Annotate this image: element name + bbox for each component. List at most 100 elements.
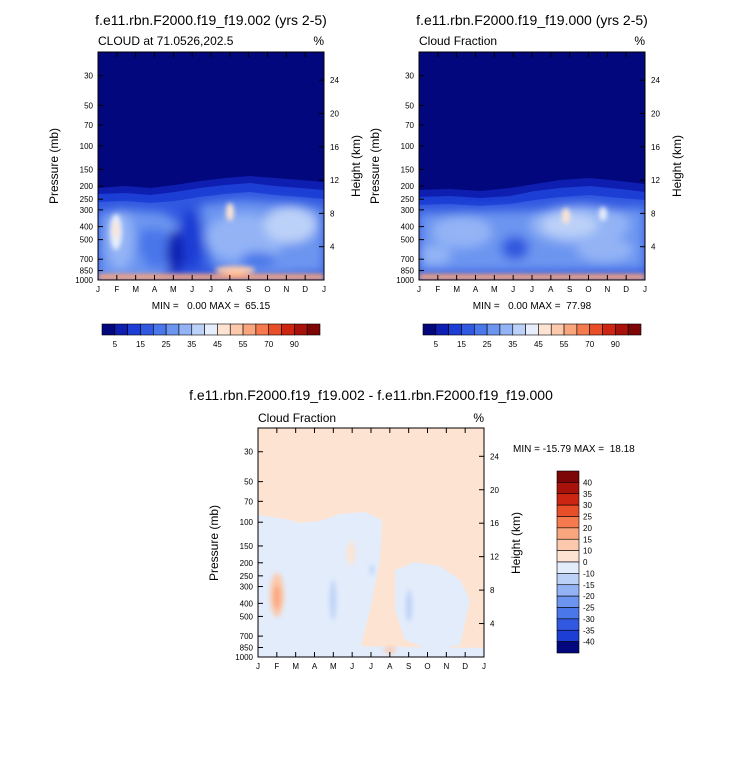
x-tick-label: D [302,285,308,294]
colorbar-label: 10 [583,547,592,556]
x-tick-label: S [567,285,572,294]
x-tick-label: J [350,662,354,671]
y-tick-label: 500 [240,612,254,621]
y-right-tick-label: 4 [330,243,335,252]
y-right-tick-label: 24 [490,452,499,461]
colorbar-label: 25 [483,340,492,349]
colorbar-cell [556,470,580,483]
panel-1-subtitle: CLOUD at 71.0526,202.5 [98,34,234,48]
colorbar-cell [242,323,257,336]
panel-3-title: f.e11.rbn.F2000.f19_f19.002 - f.e11.rbn.… [189,387,553,403]
colorbar-cell [556,538,580,551]
colorbar-label: 70 [585,340,594,349]
x-tick-label: O [585,285,591,294]
colorbar-cell [499,323,514,336]
colorbar-label: 20 [583,524,592,533]
colorbar-label: 15 [583,535,592,544]
y-tick-label: 500 [80,236,94,245]
colorbar-label: 25 [162,340,171,349]
x-tick-label: F [274,662,279,671]
x-tick-label: N [283,285,289,294]
colorbar-cell [615,323,629,336]
colorbar-label: -30 [583,615,595,624]
x-tick-label: D [462,662,468,671]
colorbar-label: 0 [583,558,588,567]
x-tick-label: M [330,662,337,671]
x-tick-label: D [623,285,629,294]
panel-2-units: % [634,34,645,48]
colorbar-label: 35 [583,490,592,499]
colorbar-label: 45 [213,340,222,349]
x-tick-label: A [312,662,318,671]
panel-1-ylabel: Pressure (mb) [47,128,61,204]
x-tick-label: A [152,285,158,294]
y-right-tick-label: 24 [330,76,339,85]
colorbar-cell [556,641,580,654]
y-tick-label: 200 [80,182,94,191]
y-tick-label: 250 [401,195,415,204]
x-tick-label: J [643,285,647,294]
x-tick-label: J [209,285,213,294]
colorbar-cell [204,323,218,336]
colorbar-cell [556,573,580,586]
colorbar-cell [556,561,580,574]
y-tick-label: 30 [405,72,414,81]
colorbar-label: -15 [583,581,595,590]
colorbar-label: -35 [583,626,595,635]
colorbar-cell [556,504,580,517]
y-tick-label: 200 [401,182,415,191]
panel-2-colorbar: 5 15 25 35 45 55 70 90 [422,323,642,349]
y-tick-label: 150 [401,165,415,174]
y-tick-label: 850 [240,643,254,652]
y-tick-label: 100 [80,142,94,151]
y-tick-label: 500 [401,236,415,245]
x-tick-label: M [453,285,460,294]
y-tick-label: 70 [84,121,93,130]
colorbar-cell [152,323,167,336]
x-tick-label: J [96,285,100,294]
colorbar-label: 90 [290,340,299,349]
panel-1-ylabel-right: Height (km) [349,135,363,197]
panel-3-ylabel-right: Height (km) [509,512,523,574]
colorbar-cell [556,493,580,506]
colorbar-cell [101,323,116,336]
colorbar-cell [556,550,580,563]
colorbar-cell [512,323,526,336]
x-tick-label: A [227,285,233,294]
y-tick-label: 200 [240,559,254,568]
x-tick-label: F [435,285,440,294]
colorbar-cell [556,629,580,642]
y-right-tick-label: 12 [330,176,339,185]
panel-3-stats: MIN = -15.79 MAX = 18.18 [513,444,635,455]
panel-3-field [258,428,484,657]
x-tick-label: M [491,285,498,294]
y-right-tick-label: 16 [651,143,660,152]
x-tick-label: A [548,285,554,294]
y-tick-label: 250 [240,572,254,581]
colorbar-cell [422,323,437,336]
y-tick-label: 30 [244,448,253,457]
x-tick-label: J [190,285,194,294]
colorbar-cell [165,323,180,336]
y-tick-label: 150 [80,165,94,174]
y-tick-label: 850 [401,267,415,276]
colorbar-label: -20 [583,592,595,601]
colorbar-label: 55 [239,340,248,349]
y-tick-label: 700 [240,632,254,641]
panel-3: f.e11.rbn.F2000.f19_f19.002 - f.e11.rbn.… [189,387,635,671]
colorbar-cell [268,323,282,336]
x-tick-label: J [482,662,486,671]
colorbar-label: 70 [264,340,273,349]
y-tick-label: 300 [401,206,415,215]
colorbar-cell [563,323,578,336]
colorbar-cell [127,323,141,336]
y-tick-label: 50 [244,478,253,487]
x-tick-label: S [246,285,251,294]
y-tick-label: 400 [401,223,415,232]
panel-3-ylabel: Pressure (mb) [207,505,221,581]
y-tick-label: 150 [240,542,254,551]
colorbar-cell [525,323,539,336]
y-tick-label: 850 [80,267,94,276]
colorbar-cell [556,618,580,631]
x-tick-label: S [406,662,411,671]
